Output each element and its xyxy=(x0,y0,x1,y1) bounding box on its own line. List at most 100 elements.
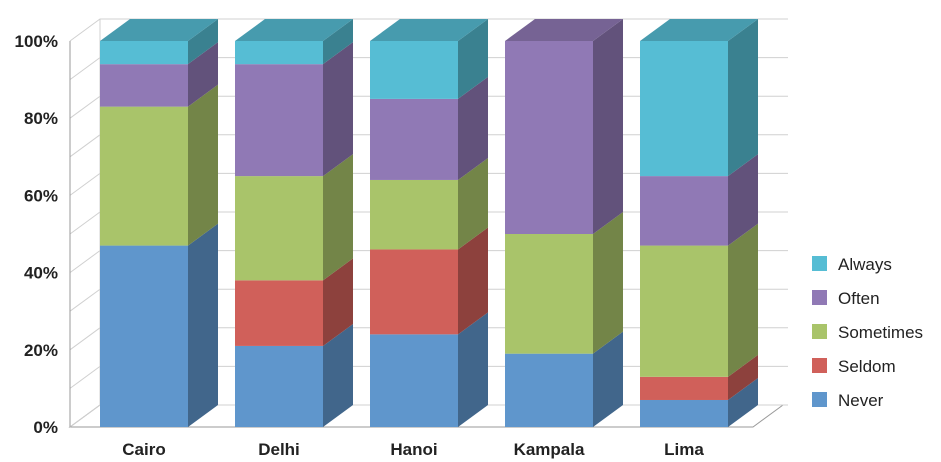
bar-side xyxy=(593,19,623,234)
bar-segment-sometimes xyxy=(235,154,353,281)
x-category-label: Delhi xyxy=(258,440,300,459)
bar-side xyxy=(188,223,218,427)
bar-front xyxy=(640,245,728,377)
bar-segment-often xyxy=(235,42,353,177)
bar-side xyxy=(728,223,758,377)
bar-side xyxy=(323,42,353,177)
bar-segment-sometimes xyxy=(505,212,623,354)
legend-swatch xyxy=(812,324,827,339)
bar-segment-sometimes xyxy=(100,84,218,246)
bar-front xyxy=(370,41,458,99)
bar-front xyxy=(235,176,323,281)
bar-front xyxy=(100,245,188,427)
bar-segment-sometimes xyxy=(640,223,758,377)
bar-front xyxy=(235,41,323,65)
bar-stack xyxy=(505,19,623,427)
bar-top xyxy=(370,19,488,41)
bar-segment-seldom xyxy=(235,258,353,346)
bar-segment-often xyxy=(370,76,488,180)
bar-stack xyxy=(640,19,758,427)
bar-top xyxy=(640,19,758,41)
x-axis-labels: Cairo Delhi Hanoi Kampala Lima xyxy=(122,440,704,459)
bar-front xyxy=(235,64,323,177)
legend-item-seldom: Seldom xyxy=(812,357,896,376)
bar-segment-always xyxy=(235,19,353,65)
bar-front xyxy=(100,106,188,246)
bar-segment-never xyxy=(100,223,218,427)
bar-front xyxy=(235,345,323,427)
bar-front xyxy=(640,376,728,400)
bar-front xyxy=(640,399,728,427)
bar-front xyxy=(505,353,593,427)
bar-front xyxy=(100,64,188,107)
legend: Always Often Sometimes Seldom Never xyxy=(812,255,923,410)
bar-segment-seldom xyxy=(640,354,758,400)
bar-segment-always xyxy=(100,19,218,65)
y-tick-label: 40% xyxy=(24,264,58,283)
legend-label: Sometimes xyxy=(838,323,923,342)
legend-swatch xyxy=(812,290,827,305)
legend-item-always: Always xyxy=(812,255,892,274)
bar-side xyxy=(458,76,488,180)
x-category-label: Cairo xyxy=(122,440,165,459)
bar-side xyxy=(323,323,353,427)
bar-front xyxy=(100,41,188,65)
bar-front xyxy=(370,334,458,427)
bar-stack xyxy=(100,19,218,427)
bar-segment-always xyxy=(640,19,758,177)
bar-side xyxy=(728,19,758,177)
bar-segment-never xyxy=(235,323,353,427)
bar-front xyxy=(370,249,458,335)
legend-label: Never xyxy=(838,391,884,410)
bar-segment-sometimes xyxy=(370,157,488,250)
bar-side xyxy=(458,227,488,335)
bar-side xyxy=(323,258,353,346)
bar-front xyxy=(505,41,593,234)
y-tick-label: 100% xyxy=(15,32,58,51)
legend-swatch xyxy=(812,256,827,271)
legend-label: Seldom xyxy=(838,357,896,376)
bar-side xyxy=(188,19,218,65)
x-category-label: Hanoi xyxy=(390,440,437,459)
bar-front xyxy=(640,41,728,177)
bar-segment-never xyxy=(640,377,758,427)
bar-top xyxy=(505,19,623,41)
bar-side xyxy=(593,331,623,427)
x-category-label: Kampala xyxy=(514,440,585,459)
legend-swatch xyxy=(812,392,827,407)
x-category-label: Lima xyxy=(664,440,704,459)
bar-segment-never xyxy=(370,312,488,427)
bar-side xyxy=(593,212,623,354)
bar-front xyxy=(640,176,728,246)
bar-top xyxy=(235,19,353,41)
legend-label: Often xyxy=(838,289,880,308)
bar-stack xyxy=(370,19,488,427)
legend-swatch xyxy=(812,358,827,373)
legend-item-sometimes: Sometimes xyxy=(812,323,923,342)
bar-front xyxy=(235,280,323,346)
bar-front xyxy=(370,98,458,180)
bar-side xyxy=(728,354,758,400)
y-tick-label: 60% xyxy=(24,186,58,205)
bar-stack xyxy=(235,19,353,427)
bar-side xyxy=(458,157,488,250)
legend-item-never: Never xyxy=(812,391,884,410)
y-tick-label: 0% xyxy=(33,418,58,437)
bar-side xyxy=(323,19,353,65)
bar-front xyxy=(505,234,593,354)
bar-side xyxy=(728,377,758,427)
bar-segment-often xyxy=(505,19,623,234)
legend-item-often: Often xyxy=(812,289,880,308)
bar-side xyxy=(458,19,488,99)
y-axis-ticks: 0% 20% 40% 60% 80% 100% xyxy=(15,32,58,437)
bar-top xyxy=(100,19,218,41)
legend-label: Always xyxy=(838,255,892,274)
bar-segment-often xyxy=(100,42,218,107)
y-tick-label: 20% xyxy=(24,341,58,360)
y-tick-label: 80% xyxy=(24,109,58,128)
bar-segment-always xyxy=(370,19,488,99)
bar-front xyxy=(370,179,458,250)
bar-side xyxy=(323,154,353,281)
bar-side xyxy=(458,312,488,427)
